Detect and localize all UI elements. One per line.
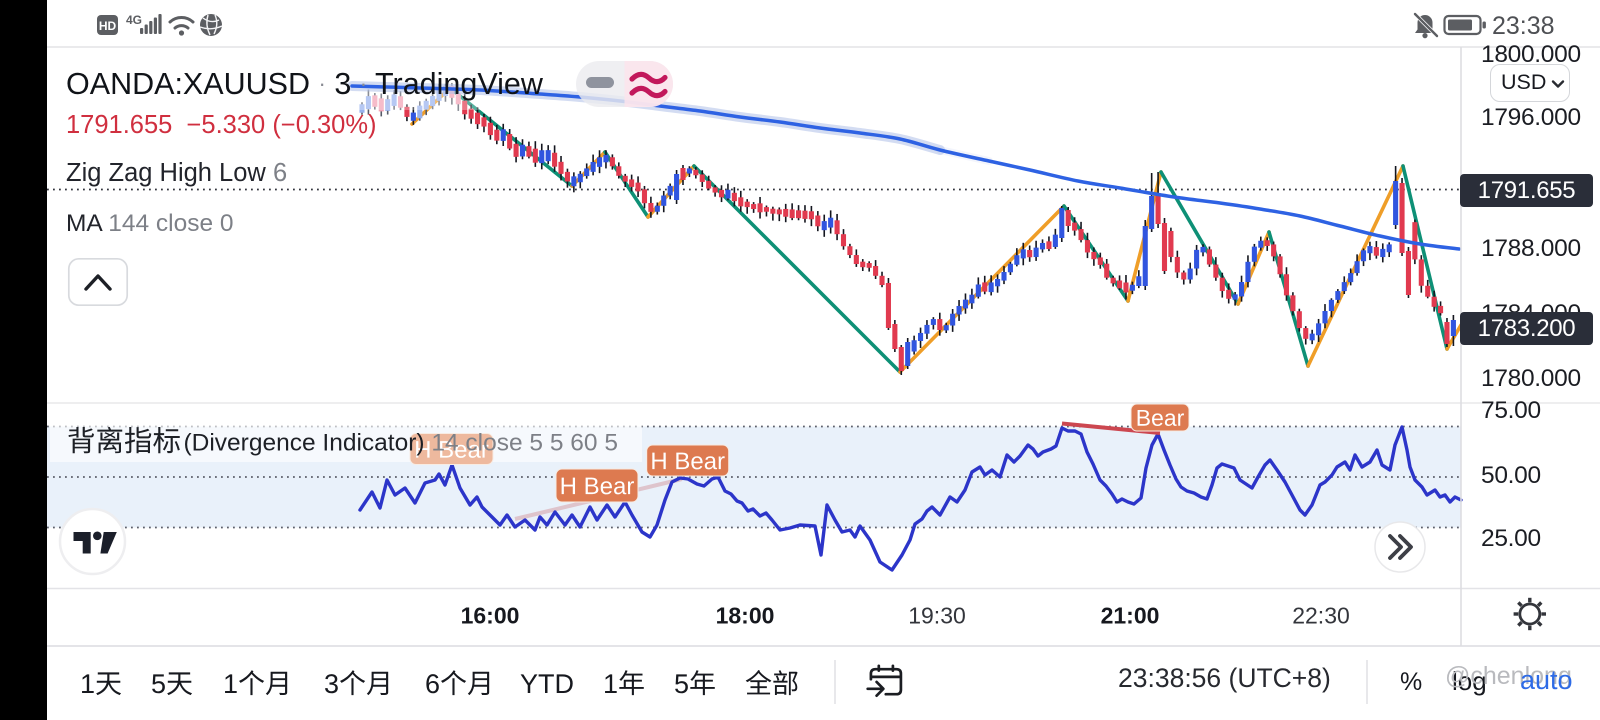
svg-text:4G: 4G <box>126 13 142 27</box>
svg-text:HD: HD <box>99 19 117 33</box>
svg-text:(Divergence Indicator) 14 clos: (Divergence Indicator) 14 close 5 5 60 5 <box>184 430 618 457</box>
